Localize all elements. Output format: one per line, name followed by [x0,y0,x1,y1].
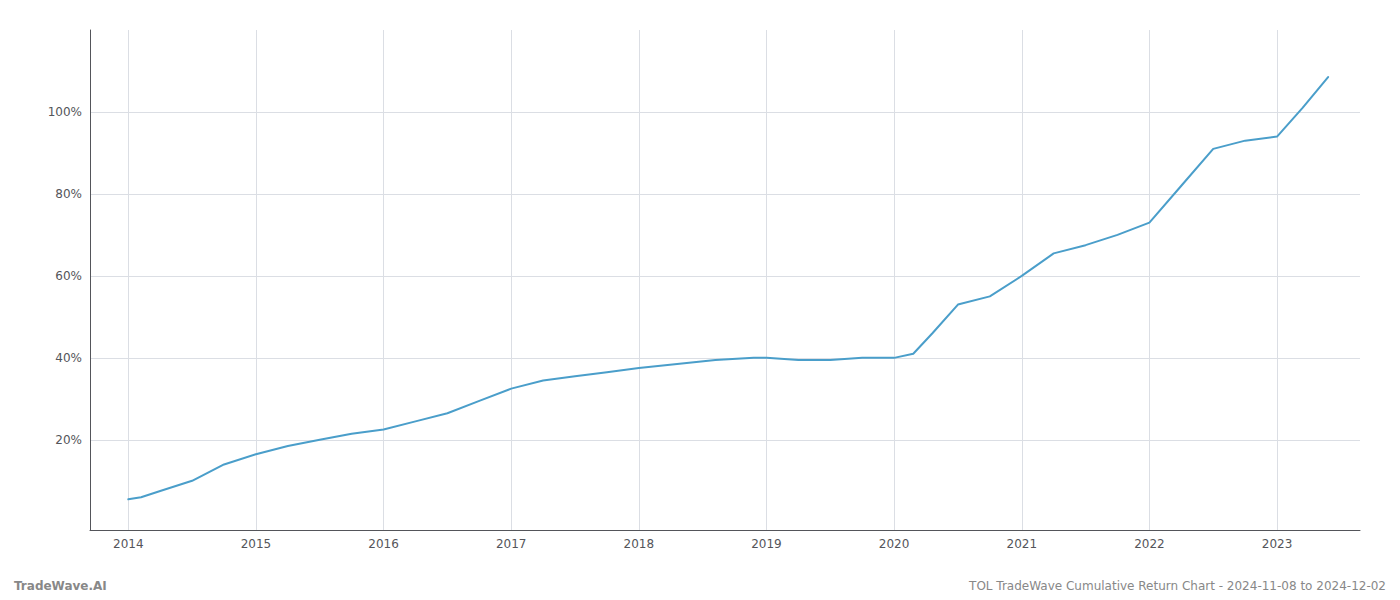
svg-text:20%: 20% [55,433,82,447]
svg-text:2014: 2014 [113,537,144,551]
svg-text:100%: 100% [48,105,82,119]
svg-text:40%: 40% [55,351,82,365]
svg-text:2022: 2022 [1134,537,1165,551]
svg-text:2016: 2016 [368,537,399,551]
svg-text:TradeWave.AI: TradeWave.AI [14,579,107,593]
svg-text:2018: 2018 [624,537,655,551]
svg-text:2019: 2019 [751,537,782,551]
svg-text:2017: 2017 [496,537,527,551]
svg-text:2015: 2015 [241,537,272,551]
svg-text:80%: 80% [55,187,82,201]
svg-text:2020: 2020 [879,537,910,551]
svg-text:60%: 60% [55,269,82,283]
svg-text:2021: 2021 [1006,537,1037,551]
svg-text:2023: 2023 [1262,537,1293,551]
svg-text:TOL TradeWave Cumulative Retur: TOL TradeWave Cumulative Return Chart - … [968,579,1386,593]
